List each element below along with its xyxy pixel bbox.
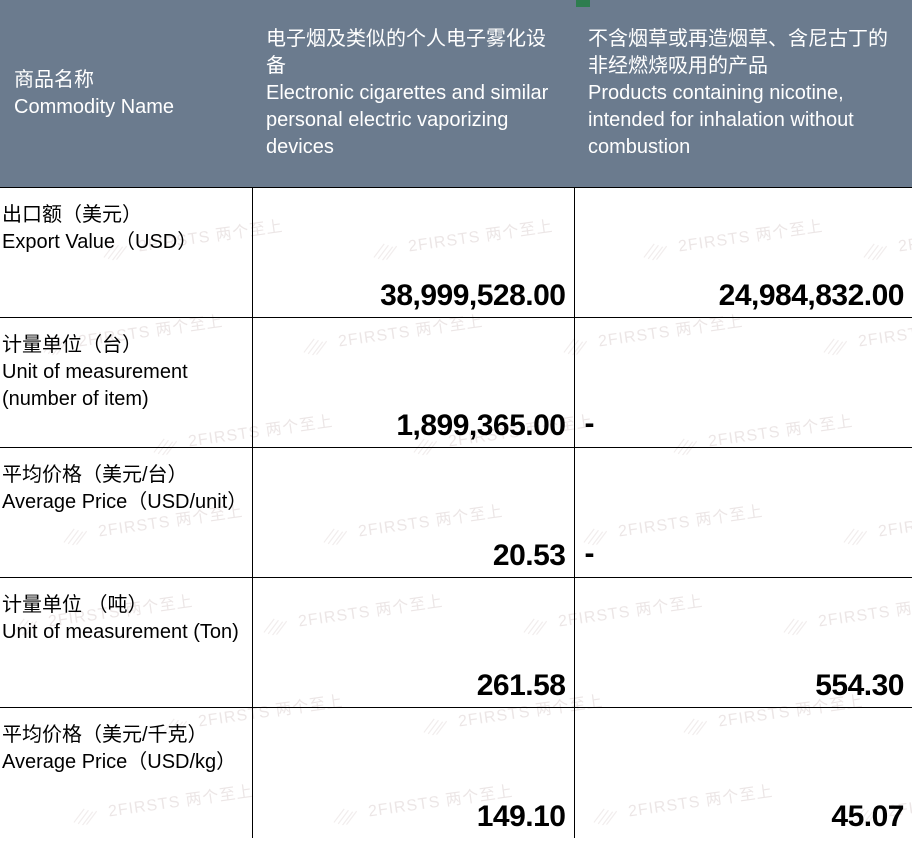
header-col2-en: Electronic cigarettes and similar person… bbox=[266, 80, 554, 161]
value-cell-col2: 38,999,528.00 bbox=[252, 188, 574, 318]
export-data-table: 商品名称 Commodity Name 电子烟及类似的个人电子雾化设备 Elec… bbox=[0, 0, 912, 838]
value-col3: 45.07 bbox=[831, 800, 904, 834]
value-cell-col3: 45.07 bbox=[574, 708, 912, 838]
table-row: 计量单位（台）Unit of measurement (number of it… bbox=[0, 318, 912, 448]
row-label-en: Average Price（USD/unit） bbox=[2, 489, 248, 516]
table-header-row: 商品名称 Commodity Name 电子烟及类似的个人电子雾化设备 Elec… bbox=[0, 0, 912, 188]
header-col2-cn: 电子烟及类似的个人电子雾化设备 bbox=[266, 26, 554, 80]
row-label: 计量单位 （吨）Unit of measurement (Ton) bbox=[0, 578, 252, 646]
row-label-cell: 平均价格（美元/千克）Average Price（USD/kg） bbox=[0, 708, 252, 838]
row-label-en: Unit of measurement (number of item) bbox=[2, 359, 248, 413]
table-row: 平均价格（美元/千克）Average Price（USD/kg） 149.10 45… bbox=[0, 708, 912, 838]
value-cell-col3: - bbox=[574, 448, 912, 578]
value-cell-col3: 24,984,832.00 bbox=[574, 188, 912, 318]
value-cell-col2: 1,899,365.00 bbox=[252, 318, 574, 448]
value-col3: 554.30 bbox=[815, 669, 904, 703]
value-cell-col2: 149.10 bbox=[252, 708, 574, 838]
table-row: 出口额（美元） Export Value（USD） 38,999,528.00 24… bbox=[0, 188, 912, 318]
value-col3: - bbox=[585, 537, 595, 571]
row-label-cell: 平均价格（美元/台）Average Price（USD/unit） bbox=[0, 448, 252, 578]
header-col3-en: Products containing nicotine, intended f… bbox=[588, 80, 898, 161]
row-label: 平均价格（美元/台）Average Price（USD/unit） bbox=[0, 448, 252, 516]
value-col3: 24,984,832.00 bbox=[719, 279, 904, 313]
row-label-en: Export Value（USD） bbox=[2, 229, 248, 256]
header-col1-cn: 商品名称 bbox=[14, 67, 238, 94]
value-col2: 1,899,365.00 bbox=[396, 409, 565, 443]
value-col2: 149.10 bbox=[477, 800, 566, 834]
row-label-cn: 出口额（美元） bbox=[2, 202, 248, 229]
header-ecig: 电子烟及类似的个人电子雾化设备 Electronic cigarettes an… bbox=[252, 0, 574, 188]
header-col1-en: Commodity Name bbox=[14, 94, 238, 121]
header-col3-cn: 不含烟草或再造烟草、含尼古丁的非经燃烧吸用的产品 bbox=[588, 26, 898, 80]
row-label-cn: 平均价格（美元/千克） bbox=[2, 722, 248, 749]
row-label-cell: 计量单位（台）Unit of measurement (number of it… bbox=[0, 318, 252, 448]
value-col2: 261.58 bbox=[477, 669, 566, 703]
value-cell-col3: 554.30 bbox=[574, 578, 912, 708]
row-label: 计量单位（台）Unit of measurement (number of it… bbox=[0, 318, 252, 413]
table-body: 出口额（美元） Export Value（USD） 38,999,528.00 24… bbox=[0, 188, 912, 838]
row-label-cn: 计量单位（台） bbox=[2, 332, 248, 359]
value-cell-col2: 261.58 bbox=[252, 578, 574, 708]
value-col2: 38,999,528.00 bbox=[380, 279, 565, 313]
row-label-cn: 计量单位 （吨） bbox=[2, 592, 248, 619]
top-accent-mark bbox=[576, 0, 590, 7]
value-cell-col2: 20.53 bbox=[252, 448, 574, 578]
table-row: 平均价格（美元/台）Average Price（USD/unit） 20.53- bbox=[0, 448, 912, 578]
row-label-cell: 出口额（美元） Export Value（USD） bbox=[0, 188, 252, 318]
row-label-en: Unit of measurement (Ton) bbox=[2, 619, 248, 646]
header-commodity-name: 商品名称 Commodity Name bbox=[0, 0, 252, 188]
table-row: 计量单位 （吨）Unit of measurement (Ton) 261.58 5… bbox=[0, 578, 912, 708]
value-col3: - bbox=[585, 407, 595, 441]
row-label-cn: 平均价格（美元/台） bbox=[2, 462, 248, 489]
row-label: 出口额（美元） Export Value（USD） bbox=[0, 188, 252, 256]
row-label: 平均价格（美元/千克）Average Price（USD/kg） bbox=[0, 708, 252, 776]
row-label-en: Average Price（USD/kg） bbox=[2, 749, 248, 776]
header-nicotine-products: 不含烟草或再造烟草、含尼古丁的非经燃烧吸用的产品 Products contai… bbox=[574, 0, 912, 188]
row-label-cell: 计量单位 （吨）Unit of measurement (Ton) bbox=[0, 578, 252, 708]
value-cell-col3: - bbox=[574, 318, 912, 448]
value-col2: 20.53 bbox=[493, 539, 566, 573]
